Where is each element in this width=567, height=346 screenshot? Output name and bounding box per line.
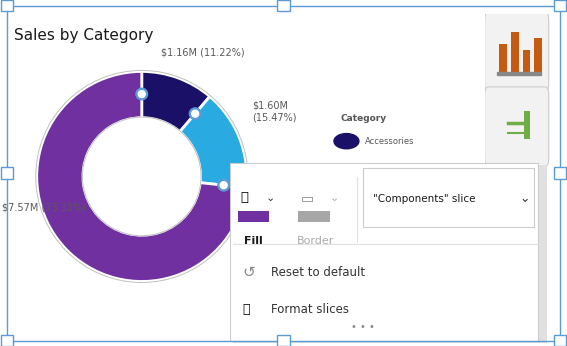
Bar <box>497 72 541 75</box>
Circle shape <box>218 180 230 191</box>
Text: Sales by Category: Sales by Category <box>14 28 154 43</box>
Text: ▭: ▭ <box>301 191 314 205</box>
Text: Clothing: Clothing <box>365 167 400 176</box>
FancyBboxPatch shape <box>238 211 269 221</box>
Text: "Components" slice: "Components" slice <box>373 193 475 203</box>
Circle shape <box>138 91 145 98</box>
Circle shape <box>189 108 201 119</box>
Circle shape <box>220 182 227 189</box>
FancyBboxPatch shape <box>523 51 530 72</box>
Text: Fill: Fill <box>244 236 263 246</box>
Text: ⌄: ⌄ <box>520 192 530 205</box>
Text: $1.60M
(15.47%): $1.60M (15.47%) <box>252 101 297 122</box>
FancyBboxPatch shape <box>233 165 547 346</box>
Text: • • •: • • • <box>351 322 375 332</box>
Text: ↺: ↺ <box>242 265 255 280</box>
Text: Format slices: Format slices <box>271 303 349 316</box>
FancyBboxPatch shape <box>499 44 507 72</box>
Wedge shape <box>180 97 247 188</box>
Circle shape <box>136 88 147 100</box>
FancyBboxPatch shape <box>534 38 542 72</box>
Text: $7.57M (73.31%): $7.57M (73.31%) <box>2 203 86 213</box>
Text: ⌄: ⌄ <box>266 193 276 203</box>
Wedge shape <box>37 72 246 281</box>
FancyBboxPatch shape <box>485 87 549 166</box>
FancyBboxPatch shape <box>363 169 535 227</box>
Circle shape <box>334 134 359 149</box>
FancyBboxPatch shape <box>511 32 519 72</box>
Text: ⌄: ⌄ <box>329 193 339 203</box>
Circle shape <box>192 110 198 117</box>
Circle shape <box>334 164 359 179</box>
Text: 🖌: 🖌 <box>242 303 250 316</box>
FancyBboxPatch shape <box>230 163 538 341</box>
Text: Border: Border <box>297 236 334 246</box>
Text: Category: Category <box>340 114 386 123</box>
Text: $1.16M (11.22%): $1.16M (11.22%) <box>160 47 244 57</box>
FancyBboxPatch shape <box>524 111 530 139</box>
Wedge shape <box>142 72 210 132</box>
Text: 🪣: 🪣 <box>241 191 249 204</box>
FancyBboxPatch shape <box>485 12 549 91</box>
FancyBboxPatch shape <box>298 211 329 221</box>
Text: Reset to default: Reset to default <box>271 266 365 279</box>
Text: Accessories: Accessories <box>365 137 414 146</box>
